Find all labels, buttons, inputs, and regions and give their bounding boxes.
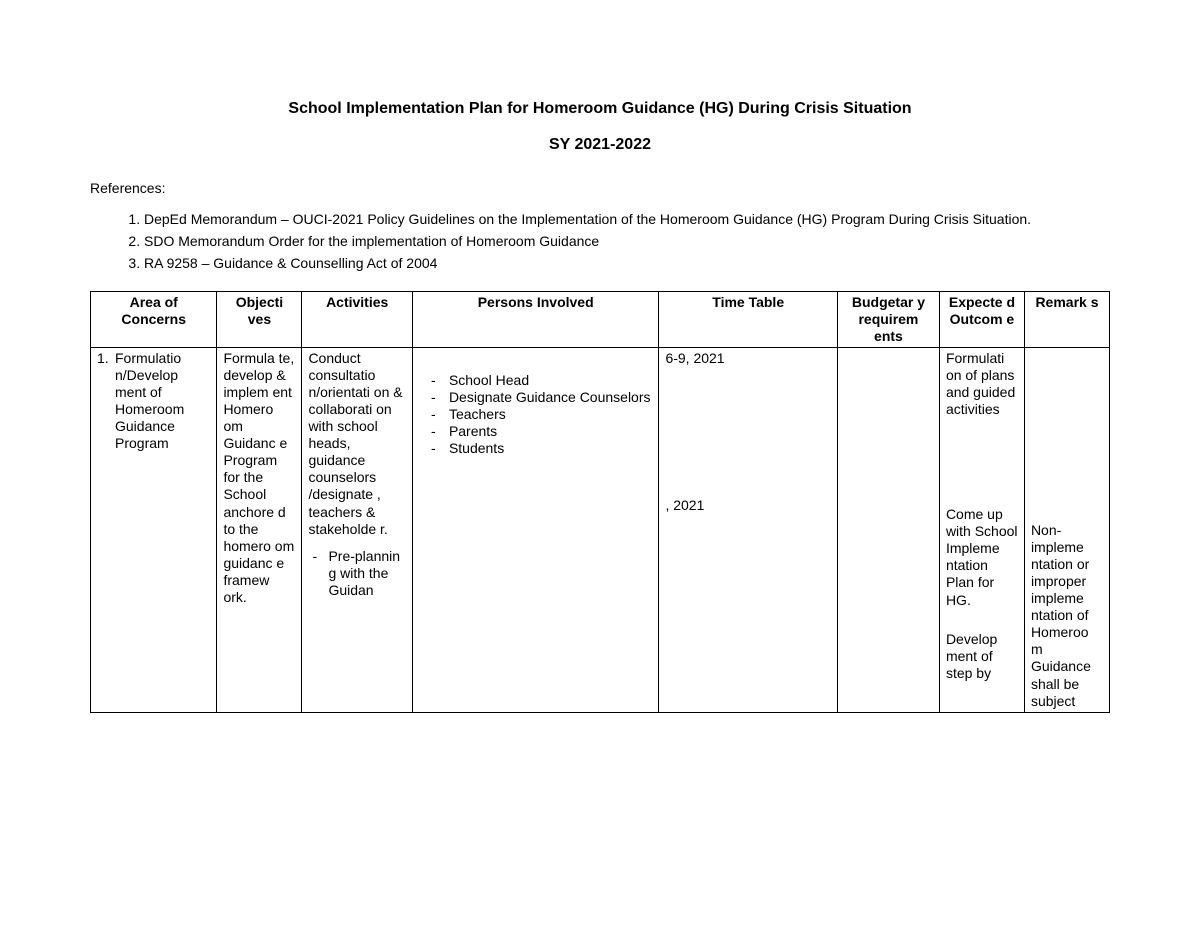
persons-list: School Head Designate Guidance Counselor… [419,372,653,457]
cell-objectives: Formula te, develop & implem ent Homero … [217,347,302,712]
col-header-objectives: Objecti ves [217,291,302,347]
col-header-outcome: Expecte d Outcom e [939,291,1024,347]
activities-sub: Pre-plannin g with the Guidan [308,548,406,599]
person-item: Parents [431,423,653,440]
activities-main: Conduct consultatio n/orientati on & col… [308,350,406,538]
cell-activities: Conduct consultatio n/orientati on & col… [302,347,413,712]
outcome-1: Formulati on of plans and guided activit… [946,350,1018,418]
person-item: School Head [431,372,653,389]
page-subtitle: SY 2021-2022 [90,136,1110,154]
table-header-row: Area of Concerns Objecti ves Activities … [91,291,1110,347]
row-number: 1. [97,350,115,452]
cell-remarks: Non-impleme ntation or improper impleme … [1024,347,1109,712]
plan-table-wrapper: Area of Concerns Objecti ves Activities … [90,291,1110,785]
table-row: 1. Formulatio n/Develop ment of Homeroom… [91,347,1110,712]
cell-outcome: Formulati on of plans and guided activit… [939,347,1024,712]
concerns-text: Formulatio n/Develop ment of Homeroom Gu… [115,350,210,452]
cell-persons: School Head Designate Guidance Counselor… [412,347,659,712]
cell-time: 6-9, 2021 , 2021 [659,347,838,712]
col-header-activities: Activities [302,291,413,347]
plan-table: Area of Concerns Objecti ves Activities … [90,291,1110,713]
reference-item: RA 9258 – Guidance & Counselling Act of … [144,254,1110,272]
references-list: DepEd Memorandum – OUCI-2021 Policy Guid… [90,210,1110,273]
person-item: Designate Guidance Counselors [431,389,653,406]
outcome-2: Come up with School Impleme ntation Plan… [946,506,1018,608]
outcome-3: Develop ment of step by [946,631,1018,682]
cell-budget [837,347,939,712]
col-header-time: Time Table [659,291,838,347]
page-title: School Implementation Plan for Homeroom … [90,100,1110,118]
col-header-concerns: Area of Concerns [91,291,217,347]
person-item: Students [431,440,653,457]
col-header-remarks: Remark s [1024,291,1109,347]
remarks-text: Non-impleme ntation or improper impleme … [1031,522,1103,710]
col-header-budget: Budgetar y requirem ents [837,291,939,347]
references-label: References: [90,180,1110,196]
document-page: School Implementation Plan for Homeroom … [0,0,1200,927]
time-entry-2: , 2021 [665,497,831,514]
time-entry-1: 6-9, 2021 [665,350,831,367]
cell-concerns: 1. Formulatio n/Develop ment of Homeroom… [91,347,217,712]
col-header-persons: Persons Involved [412,291,659,347]
person-item: Teachers [431,406,653,423]
reference-item: DepEd Memorandum – OUCI-2021 Policy Guid… [144,210,1110,228]
reference-item: SDO Memorandum Order for the implementat… [144,232,1110,250]
